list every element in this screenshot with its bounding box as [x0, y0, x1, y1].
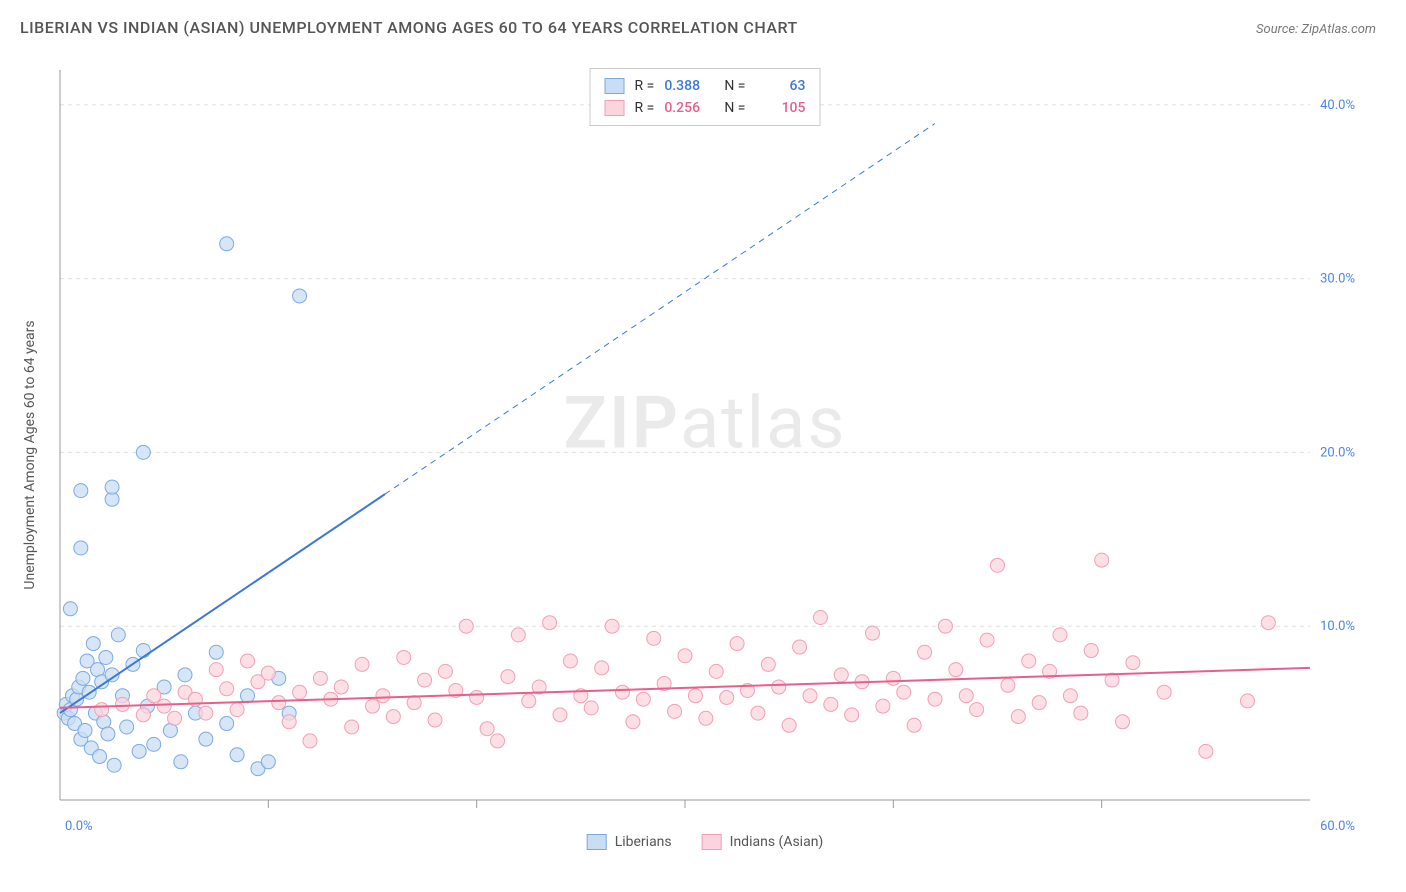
n-value-liberians: 63 [755, 78, 805, 94]
svg-text:60.0%: 60.0% [1320, 819, 1355, 834]
series-legend: Liberians Indians (Asian) [587, 834, 824, 850]
y-axis-label: Unemployment Among Ages 60 to 64 years [22, 320, 38, 589]
swatch-liberians [605, 78, 625, 94]
svg-text:0.0%: 0.0% [65, 819, 93, 834]
svg-text:10.0%: 10.0% [1320, 619, 1355, 634]
r-value-liberians: 0.388 [664, 78, 714, 94]
scatter-plot-svg: 10.0% 20.0% 30.0% 40.0% 0.0% 60.0% [50, 60, 1360, 850]
legend-row-indians: R = 0.256 N = 105 [605, 97, 806, 119]
swatch-liberians [587, 834, 607, 850]
r-label: R = [635, 100, 655, 116]
legend-label-indians: Indians (Asian) [730, 834, 824, 850]
plot-area: Unemployment Among Ages 60 to 64 years Z… [50, 60, 1360, 850]
legend-item-indians: Indians (Asian) [702, 834, 824, 850]
n-label: N = [724, 78, 745, 94]
source-credit: Source: ZipAtlas.com [1256, 22, 1376, 37]
r-label: R = [635, 78, 655, 94]
chart-title: LIBERIAN VS INDIAN (ASIAN) UNEMPLOYMENT … [20, 18, 798, 37]
n-label: N = [724, 100, 745, 116]
n-value-indians: 105 [755, 100, 805, 116]
svg-text:20.0%: 20.0% [1320, 445, 1355, 460]
r-value-indians: 0.256 [664, 100, 714, 116]
swatch-indians [702, 834, 722, 850]
svg-text:40.0%: 40.0% [1320, 98, 1355, 113]
svg-text:30.0%: 30.0% [1320, 272, 1355, 287]
legend-row-liberians: R = 0.388 N = 63 [605, 75, 806, 97]
legend-label-liberians: Liberians [615, 834, 672, 850]
swatch-indians [605, 100, 625, 116]
correlation-legend: R = 0.388 N = 63 R = 0.256 N = 105 [590, 68, 821, 126]
legend-item-liberians: Liberians [587, 834, 672, 850]
